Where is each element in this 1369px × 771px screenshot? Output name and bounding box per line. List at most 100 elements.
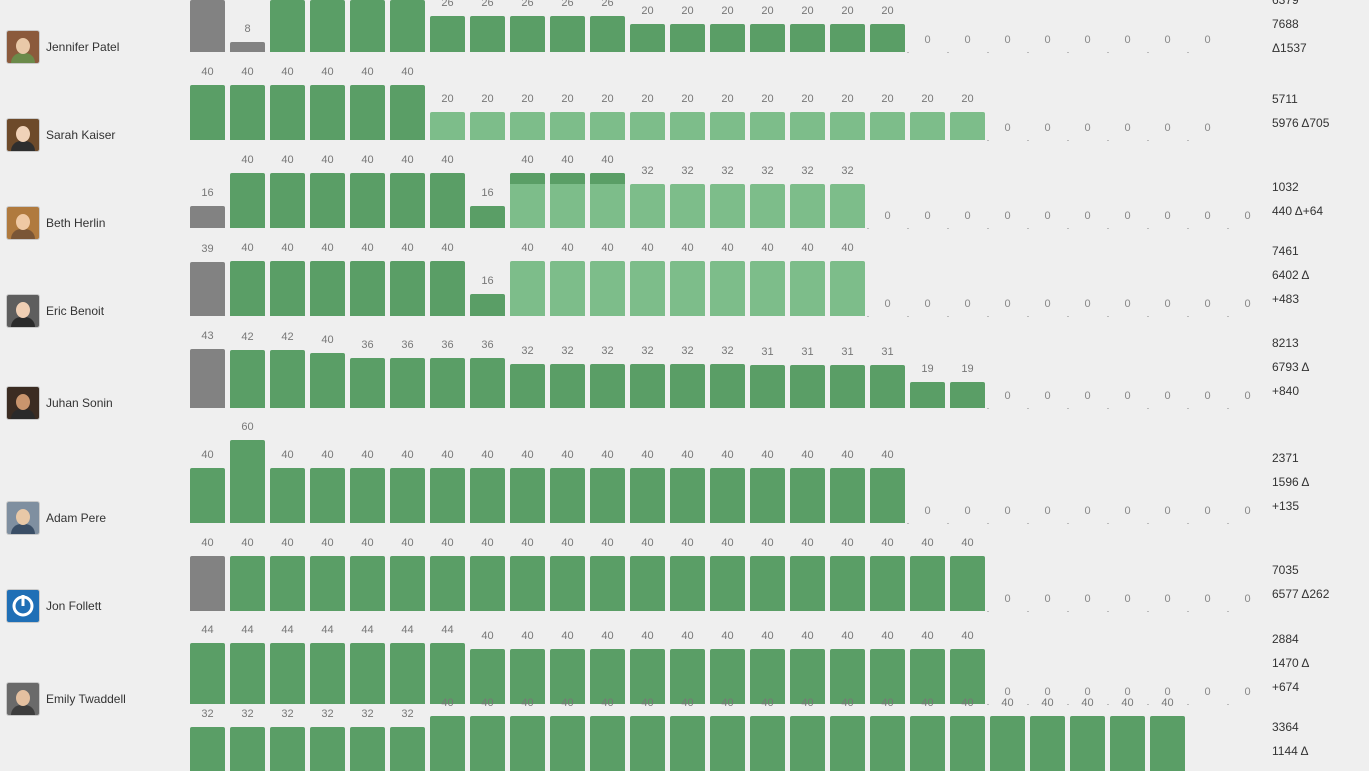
avatar-jon-follett[interactable] <box>7 590 39 622</box>
capacity-bar[interactable] <box>670 716 705 771</box>
capacity-bar[interactable] <box>790 716 825 771</box>
capacity-bar[interactable] <box>190 206 225 228</box>
capacity-bar[interactable] <box>310 468 345 523</box>
capacity-bar[interactable] <box>630 716 665 771</box>
capacity-bar[interactable] <box>710 468 745 523</box>
capacity-bar[interactable] <box>270 468 305 523</box>
capacity-bar[interactable] <box>390 556 425 611</box>
capacity-bar[interactable] <box>470 649 505 704</box>
capacity-bar[interactable] <box>590 468 625 523</box>
capacity-bar[interactable] <box>630 468 665 523</box>
capacity-bar[interactable] <box>230 42 265 52</box>
capacity-bar[interactable] <box>510 716 545 771</box>
capacity-bar[interactable] <box>470 468 505 523</box>
capacity-bar[interactable] <box>310 556 345 611</box>
avatar-emily-twaddell[interactable] <box>7 683 39 715</box>
capacity-bar[interactable] <box>630 364 665 408</box>
capacity-bar[interactable] <box>750 24 785 52</box>
capacity-bar[interactable] <box>670 184 705 228</box>
capacity-bar[interactable] <box>750 184 785 228</box>
capacity-bar[interactable] <box>550 716 585 771</box>
capacity-bar[interactable] <box>870 365 905 408</box>
person-label[interactable]: Jon Follett <box>7 590 101 622</box>
capacity-bar[interactable] <box>870 24 905 52</box>
capacity-bar[interactable] <box>870 649 905 704</box>
capacity-bar[interactable] <box>510 16 545 52</box>
capacity-bar[interactable] <box>710 364 745 408</box>
capacity-bar[interactable] <box>550 468 585 523</box>
capacity-bar[interactable] <box>830 468 865 523</box>
capacity-bar[interactable] <box>510 556 545 611</box>
capacity-bar[interactable] <box>190 643 225 704</box>
capacity-bar[interactable] <box>430 16 465 52</box>
capacity-bar[interactable] <box>1150 716 1185 771</box>
capacity-bar[interactable] <box>910 382 945 408</box>
capacity-bar[interactable] <box>670 112 705 140</box>
capacity-bar[interactable] <box>790 649 825 704</box>
capacity-bar[interactable] <box>630 112 665 140</box>
person-label[interactable]: Adam Pere <box>7 502 106 534</box>
capacity-bar[interactable] <box>510 112 545 140</box>
capacity-bar[interactable] <box>830 112 865 140</box>
capacity-bar[interactable] <box>950 112 985 140</box>
capacity-bar[interactable] <box>670 261 705 316</box>
capacity-bar[interactable] <box>710 24 745 52</box>
capacity-bar[interactable] <box>430 556 465 611</box>
capacity-bar[interactable] <box>270 0 305 52</box>
capacity-bar[interactable] <box>270 727 305 771</box>
person-label[interactable]: Eric Benoit <box>7 295 104 327</box>
capacity-bar[interactable] <box>550 364 585 408</box>
capacity-bar[interactable] <box>230 440 265 523</box>
capacity-bar[interactable] <box>670 556 705 611</box>
capacity-bar[interactable] <box>550 556 585 611</box>
capacity-bar[interactable] <box>190 468 225 523</box>
capacity-bar[interactable] <box>590 556 625 611</box>
capacity-bar[interactable] <box>430 716 465 771</box>
capacity-bar[interactable] <box>910 716 945 771</box>
capacity-bar[interactable] <box>230 85 265 140</box>
capacity-bar[interactable] <box>190 85 225 140</box>
capacity-bar[interactable] <box>190 0 225 52</box>
capacity-bar[interactable] <box>590 716 625 771</box>
person-label[interactable]: Emily Twaddell <box>7 683 126 715</box>
capacity-bar[interactable] <box>590 112 625 140</box>
capacity-bar[interactable] <box>630 649 665 704</box>
capacity-bar[interactable] <box>470 716 505 771</box>
capacity-bar[interactable] <box>550 16 585 52</box>
capacity-bar[interactable] <box>990 716 1025 771</box>
capacity-bar[interactable] <box>350 468 385 523</box>
avatar-adam-pere[interactable] <box>7 502 39 534</box>
capacity-bar[interactable] <box>230 261 265 316</box>
capacity-bar[interactable] <box>510 468 545 523</box>
capacity-bar[interactable] <box>870 112 905 140</box>
capacity-bar[interactable] <box>190 727 225 771</box>
person-label[interactable]: Beth Herlin <box>7 207 105 239</box>
capacity-bar[interactable] <box>390 173 425 228</box>
capacity-bar[interactable] <box>790 24 825 52</box>
capacity-bar[interactable] <box>750 112 785 140</box>
capacity-bar[interactable] <box>630 24 665 52</box>
capacity-bar[interactable] <box>190 349 225 408</box>
capacity-bar[interactable] <box>910 556 945 611</box>
capacity-bar[interactable] <box>390 0 425 52</box>
capacity-bar[interactable] <box>470 358 505 408</box>
capacity-bar[interactable] <box>710 261 745 316</box>
capacity-bar[interactable] <box>950 382 985 408</box>
capacity-bar[interactable] <box>790 468 825 523</box>
capacity-bar[interactable] <box>950 556 985 611</box>
capacity-bar[interactable] <box>590 649 625 704</box>
avatar-juhan-sonin[interactable] <box>7 387 39 419</box>
capacity-bar[interactable] <box>750 716 785 771</box>
capacity-bar[interactable] <box>350 173 385 228</box>
capacity-bar[interactable] <box>750 468 785 523</box>
capacity-bar[interactable] <box>430 173 465 228</box>
capacity-bar[interactable] <box>470 112 505 140</box>
capacity-bar[interactable] <box>270 261 305 316</box>
capacity-bar[interactable] <box>830 649 865 704</box>
capacity-bar[interactable] <box>710 649 745 704</box>
capacity-bar[interactable] <box>270 556 305 611</box>
capacity-bar[interactable] <box>750 261 785 316</box>
capacity-bar[interactable] <box>790 184 825 228</box>
capacity-bar[interactable] <box>390 85 425 140</box>
capacity-bar[interactable] <box>550 112 585 140</box>
